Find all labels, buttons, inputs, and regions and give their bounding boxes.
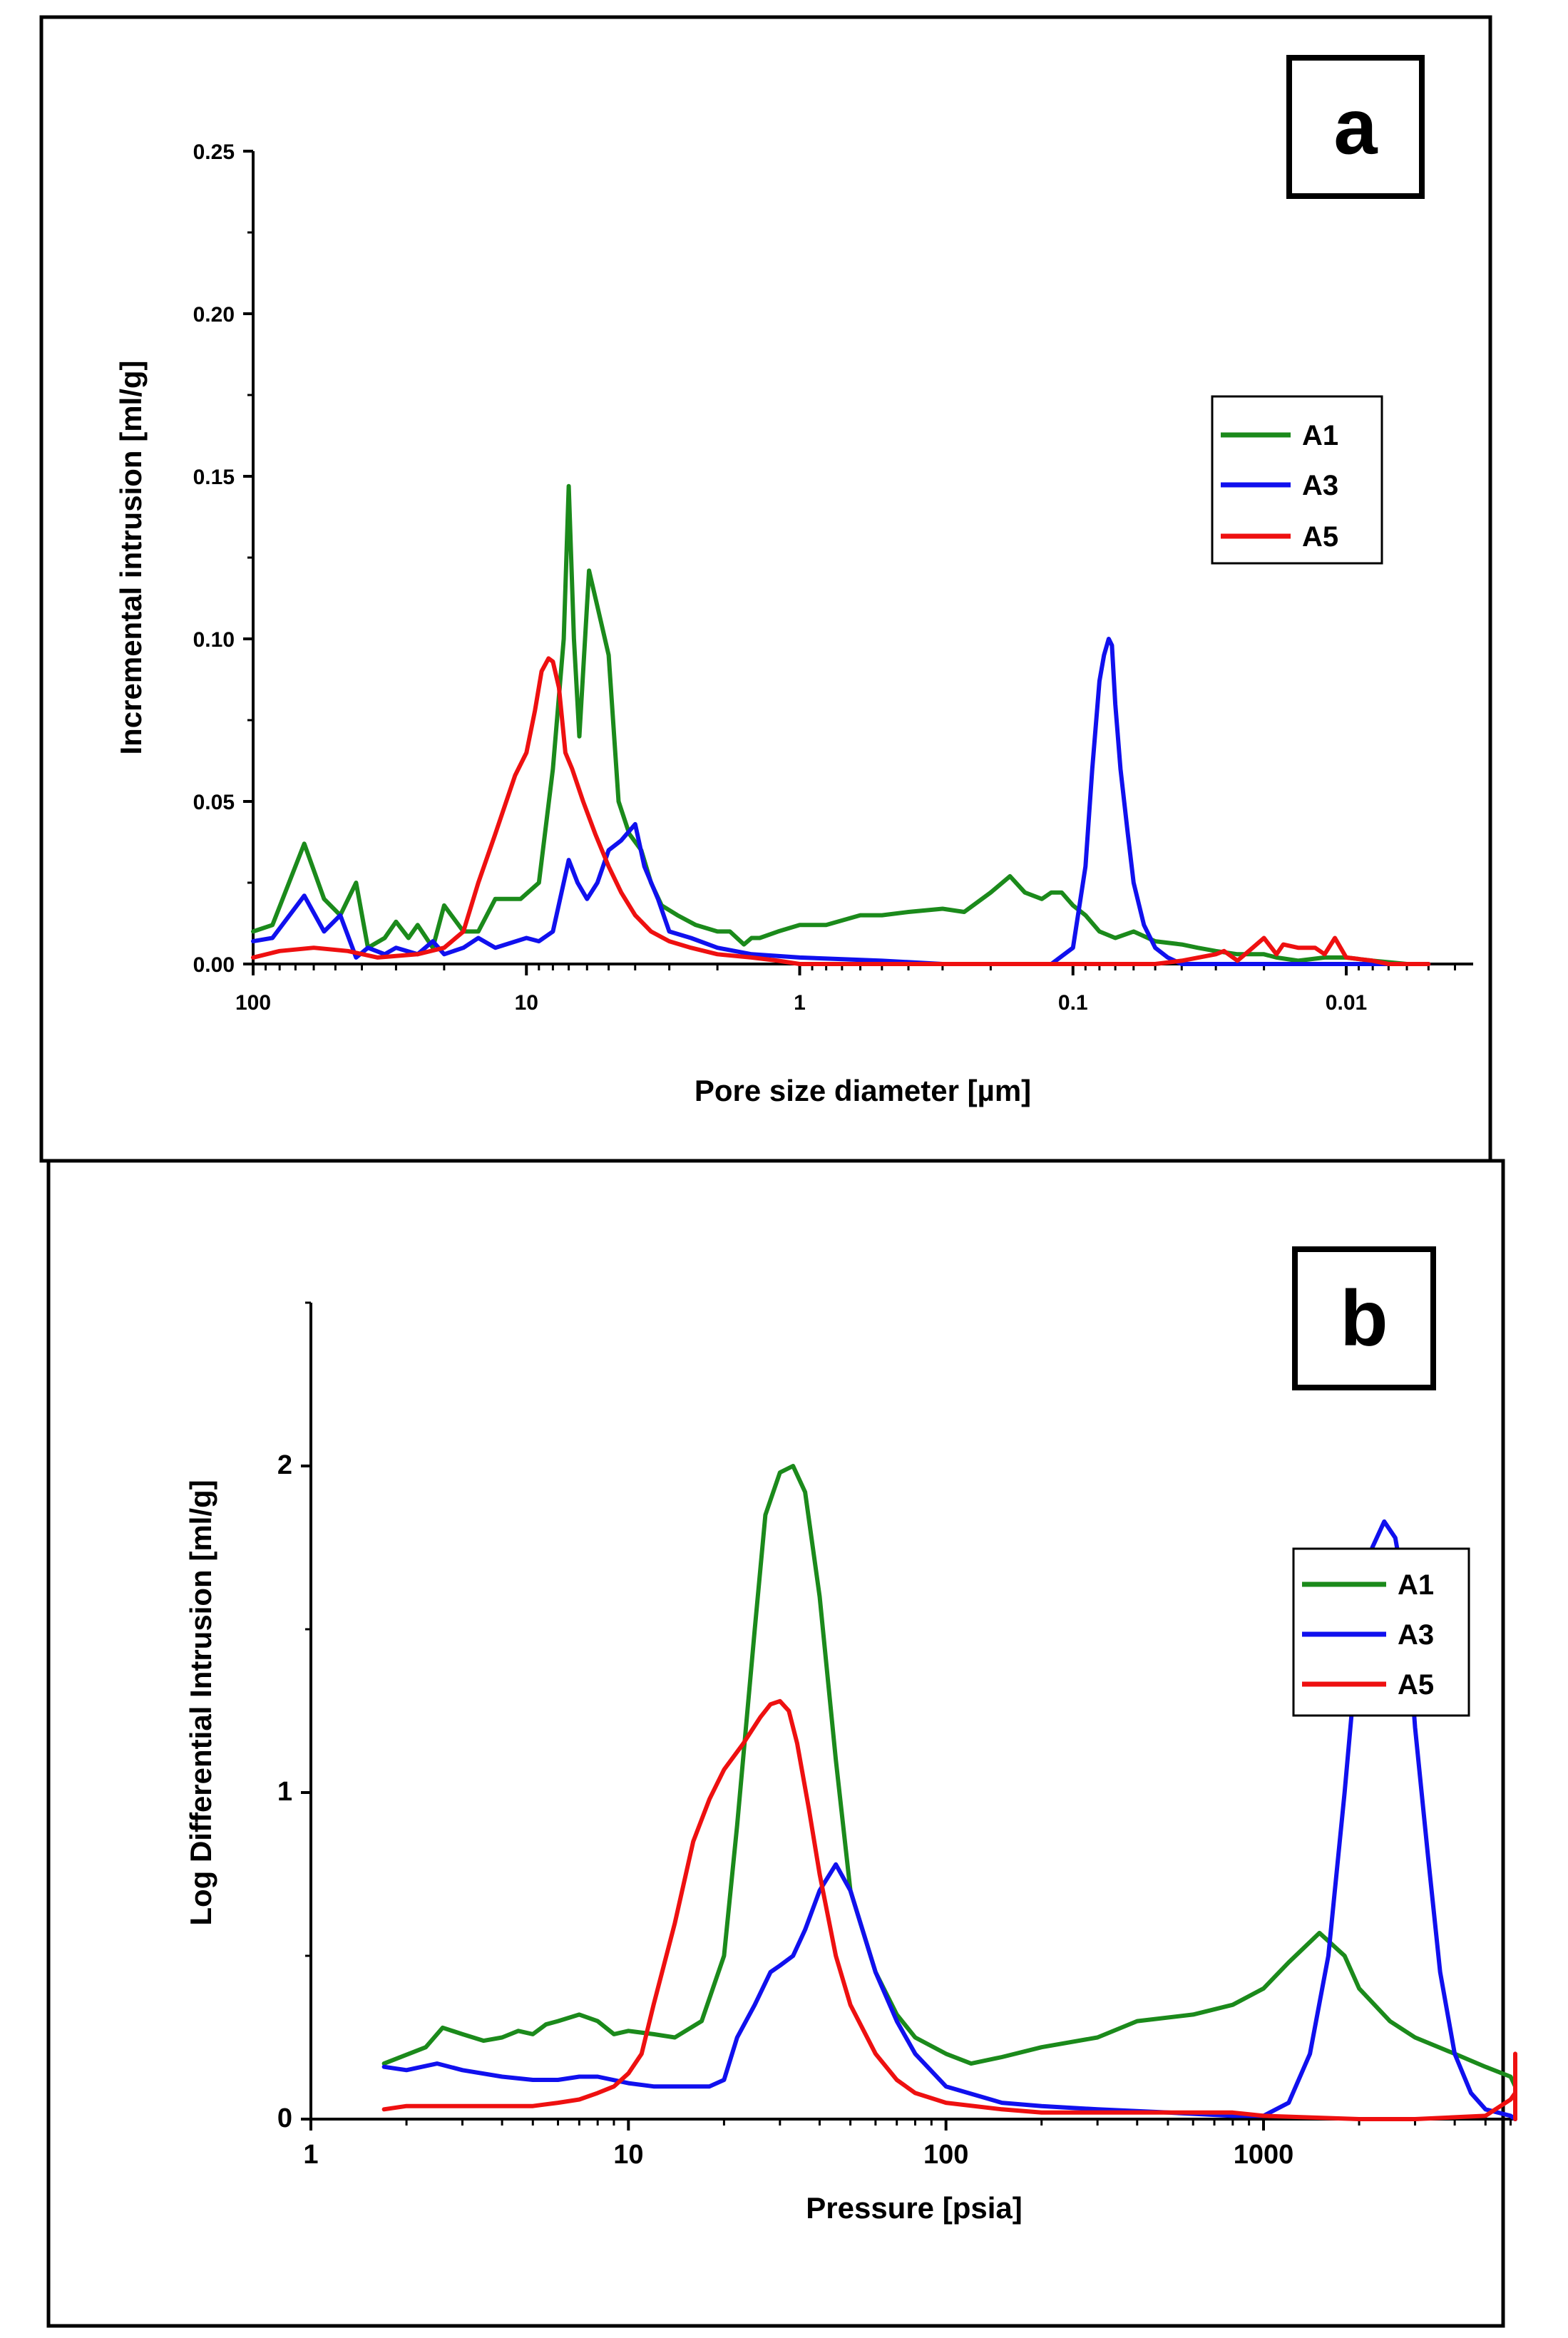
panel-b-x-label: Pressure [psia] [806,2191,1022,2225]
panel-b-frame [46,1159,1505,2328]
panel-b-letter: b [1340,1275,1388,1363]
panel-b: b 012 1 10 100 1000 Pressure [psia] Log Dif… [184,1246,1517,2225]
panel-b-legend-label-a1: A1 [1398,1569,1434,1601]
panel-a-legend-label-a3: A3 [1302,470,1338,501]
panel-b-y-tick-label: 2 [277,1450,292,1480]
panel-a-letter: a [1333,83,1378,171]
panel-b-x-tick-label: 1 [303,2140,318,2170]
panel-a-legend: A1 A3 A5 [1211,395,1383,565]
panel-a-x-tick-label: 0.01 [1326,991,1367,1015]
panel-a: a 0.00 0.05 0.10 0.15 0.20 0.25 100 10 1 0.1 0.01… [114,55,1473,1107]
panel-a-y-tick-label: 0.25 [193,140,235,164]
panel-b-legend-label-a5: A5 [1398,1669,1434,1701]
panel-b-x-tick-label: 100 [923,2140,968,2170]
panel-b-y-tick-label: 0 [277,2103,292,2133]
panel-a-y-tick-label: 0.00 [193,953,235,977]
panel-a-y-tick-label: 0.05 [193,791,235,814]
panel-a-y-tick-label: 0.10 [193,628,235,652]
panel-a-frame [39,15,1492,1163]
panel-a-letter-box [1286,55,1425,199]
panel-a-x-tick-label: 10 [515,991,538,1015]
panel-b-series-a5-line [381,1698,1517,2121]
panel-a-series-a5-line [251,656,1431,966]
panel-b-y-label: Log Differential Intrusion [ml/g] [184,1480,217,1925]
panel-b-legend-label-a3: A3 [1398,1619,1434,1651]
panel-b-x-tick-label: 1000 [1234,2140,1294,2170]
panel-b-legend: A1 A3 A5 [1292,1547,1470,1717]
panel-a-series-a3-line [251,637,1431,966]
panel-b-letter-box [1292,1246,1436,1390]
panel-a-legend-label-a1: A1 [1302,420,1338,451]
panel-a-y-tick-label: 0.20 [193,303,235,327]
panel-a-x-tick-label: 1 [794,991,806,1015]
panel-b-y-tick-label: 1 [277,1777,292,1807]
panel-a-x-tick-label: 100 [235,991,271,1015]
panel-a-series-a1-line [251,483,1431,966]
panel-a-legend-label-a5: A5 [1302,521,1338,553]
panel-a-y-tick-label: 0.15 [193,466,235,489]
panel-a-x-tick-label: 0.1 [1058,991,1088,1015]
panel-a-x-label: Pore size diameter [µm] [695,1074,1031,1107]
panel-a-y-label: Incremental intrusion [ml/g] [114,360,148,754]
panel-b-x-tick-label: 10 [613,2140,643,2170]
